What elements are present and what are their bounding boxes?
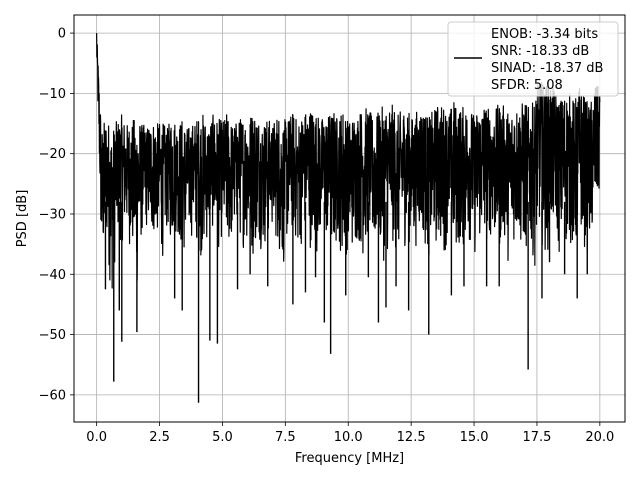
plot-area <box>96 33 601 403</box>
legend-entry-enob: ENOB: -3.34 bits <box>491 27 598 42</box>
x-tick-label: 5.0 <box>212 430 233 445</box>
axis-ticks: 0.0 2.5 5.0 7.5 10.0 12.5 15.0 17.5 20.0 0 −10 −20 −… <box>39 27 615 445</box>
axes-frame <box>73 14 626 423</box>
x-tick-label: 10.0 <box>334 430 363 445</box>
y-tick-label: −30 <box>39 207 66 222</box>
legend-entry-sfdr: SFDR: 5.08 <box>491 78 563 93</box>
x-tick-label: 0.0 <box>86 430 107 445</box>
x-tick-label: 17.5 <box>522 430 551 445</box>
y-tick-label: −40 <box>39 268 66 283</box>
x-tick-label: 7.5 <box>275 430 296 445</box>
y-tick-label: −20 <box>39 147 66 162</box>
y-tick-label: −10 <box>39 87 66 102</box>
y-tick-label: −50 <box>39 328 66 343</box>
psd-series-line <box>96 33 601 289</box>
legend-box <box>447 21 619 97</box>
x-axis-label: Frequency [MHz] <box>295 451 404 466</box>
y-tick-label: −60 <box>39 388 66 403</box>
legend-entry-sinad: SINAD: -18.37 dB <box>491 61 603 76</box>
y-tick-label: 0 <box>58 27 66 42</box>
y-axis-label: PSD [dB] <box>15 190 30 248</box>
legend: ENOB: -3.34 bits SNR: -18.33 dB SINAD: -… <box>447 21 619 97</box>
x-tick-label: 15.0 <box>460 430 489 445</box>
legend-entry-snr: SNR: -18.33 dB <box>491 44 589 59</box>
x-tick-label: 2.5 <box>149 430 170 445</box>
x-tick-label: 20.0 <box>585 430 614 445</box>
x-tick-label: 12.5 <box>397 430 426 445</box>
